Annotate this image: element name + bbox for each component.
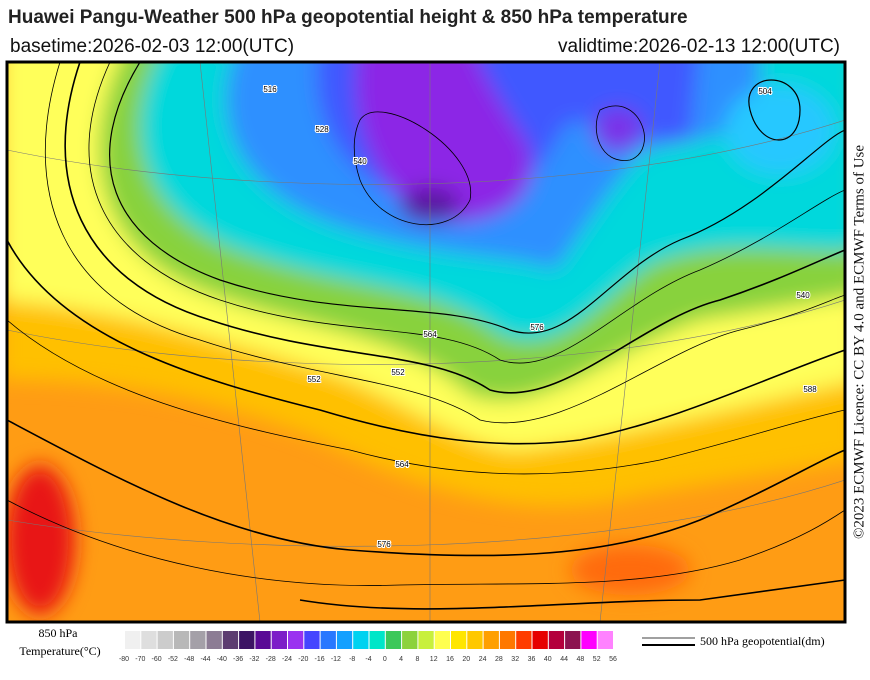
map-frame — [5, 60, 847, 624]
contour-label: 588 — [803, 385, 817, 394]
colorbar-tick-label: -28 — [266, 656, 276, 663]
colorbar-tick-label: 8 — [415, 656, 419, 663]
colorbar-tick-label: -60 — [152, 656, 162, 663]
color-swatch — [157, 631, 173, 649]
contour-label: 540 — [796, 291, 810, 300]
colorbar-tick-label: -8 — [349, 656, 355, 663]
colorbar-tick-label: 16 — [446, 656, 454, 663]
contour-label: 552 — [391, 368, 405, 377]
color-swatch — [141, 631, 157, 649]
colorbar-tick-label: -32 — [249, 656, 259, 663]
contour-label: 540 — [353, 157, 367, 166]
colorbar-tick-label: 32 — [511, 656, 519, 663]
color-swatch — [597, 631, 613, 649]
color-swatch — [548, 631, 565, 649]
colorbar-tick-label: 0 — [383, 656, 387, 663]
colorbar-tick-label: -16 — [315, 656, 325, 663]
contour-label: 552 — [307, 375, 321, 384]
legend-label: Temperature(°C) — [19, 644, 100, 658]
side-note: ©2023 ECMWF Licence: CC BY 4.0 and ECMWF… — [851, 145, 867, 539]
colorbar-tick-label: 40 — [544, 656, 552, 663]
colorbar-tick-label: -52 — [168, 656, 178, 663]
basetime: basetime:2026-02-03 12:00(UTC) — [10, 36, 294, 57]
color-swatch — [288, 631, 304, 649]
color-swatch — [451, 631, 467, 649]
colorbar-tick-label: 20 — [462, 656, 470, 663]
color-swatch — [222, 631, 239, 649]
contour-legend-label: 500 hPa geopotential(dm) — [700, 634, 825, 648]
color-swatch — [173, 631, 190, 649]
color-swatch — [336, 631, 353, 649]
colorbar-tick-label: 56 — [609, 656, 617, 663]
colorbar-tick-label: -44 — [200, 656, 210, 663]
colorbar-tick-label: -20 — [298, 656, 308, 663]
color-swatch — [402, 631, 418, 649]
color-swatch — [467, 631, 483, 649]
contour-label: 576 — [530, 323, 544, 332]
colorbar-tick-label: 52 — [593, 656, 601, 663]
color-swatch — [581, 631, 597, 649]
colorbar-tick-label: 12 — [430, 656, 438, 663]
color-swatch — [353, 631, 369, 649]
colorbar-tick-label: 44 — [560, 656, 568, 663]
color-swatch — [190, 631, 206, 649]
color-swatch — [255, 631, 271, 649]
colorbar-tick-label: -70 — [135, 656, 145, 663]
contour-label: 576 — [377, 540, 391, 549]
colorbar-tick-label: 48 — [577, 656, 585, 663]
colorbar-tick-label: -40 — [217, 656, 227, 663]
contour-label: 516 — [263, 85, 277, 94]
colorbar-tick-label: -12 — [331, 656, 341, 663]
colorbar-tick-label: -24 — [282, 656, 292, 663]
colorbar-tick-label: 4 — [399, 656, 403, 663]
color-swatch — [434, 631, 450, 649]
color-swatch — [271, 631, 287, 649]
color-swatch — [125, 631, 141, 649]
map: 504 516 528 540 552 564 576 552 564 576 588 540 — [7, 62, 845, 622]
colorbar-tick-label: 24 — [479, 656, 487, 663]
color-swatch — [239, 631, 255, 649]
color-swatch — [304, 631, 320, 649]
legend-label: 850 hPa — [39, 626, 79, 640]
contour-label: 504 — [758, 87, 772, 96]
colorbar-tick-label: 28 — [495, 656, 503, 663]
colorbar: -80 -70 -60 -52 -48 -44 -40 -36 -32 -28 -24 -20 -16-… — [119, 631, 617, 663]
color-swatch — [516, 631, 532, 649]
color-swatch — [483, 631, 499, 649]
validtime: validtime:2026-02-13 12:00(UTC) — [558, 36, 840, 57]
color-swatch — [320, 631, 336, 649]
colorbar-tick-label: 36 — [528, 656, 536, 663]
colorbar-tick-label: -4 — [365, 656, 371, 663]
color-swatch — [499, 631, 516, 649]
color-swatch — [369, 631, 385, 649]
contours — [7, 62, 845, 610]
colorbar-tick-label: -80 — [119, 656, 129, 663]
color-swatch — [532, 631, 548, 649]
title: Huawei Pangu-Weather 500 hPa geopotentia… — [8, 7, 688, 28]
color-swatch — [565, 631, 581, 649]
colorbar-tick-label: -36 — [233, 656, 243, 663]
colorbar-tick-label: -48 — [184, 656, 194, 663]
contour-label: 528 — [315, 125, 329, 134]
color-swatch — [206, 631, 222, 649]
contour-label: 564 — [395, 460, 409, 469]
color-swatch — [418, 631, 434, 649]
contour-label: 564 — [423, 330, 437, 339]
color-swatch — [385, 631, 402, 649]
